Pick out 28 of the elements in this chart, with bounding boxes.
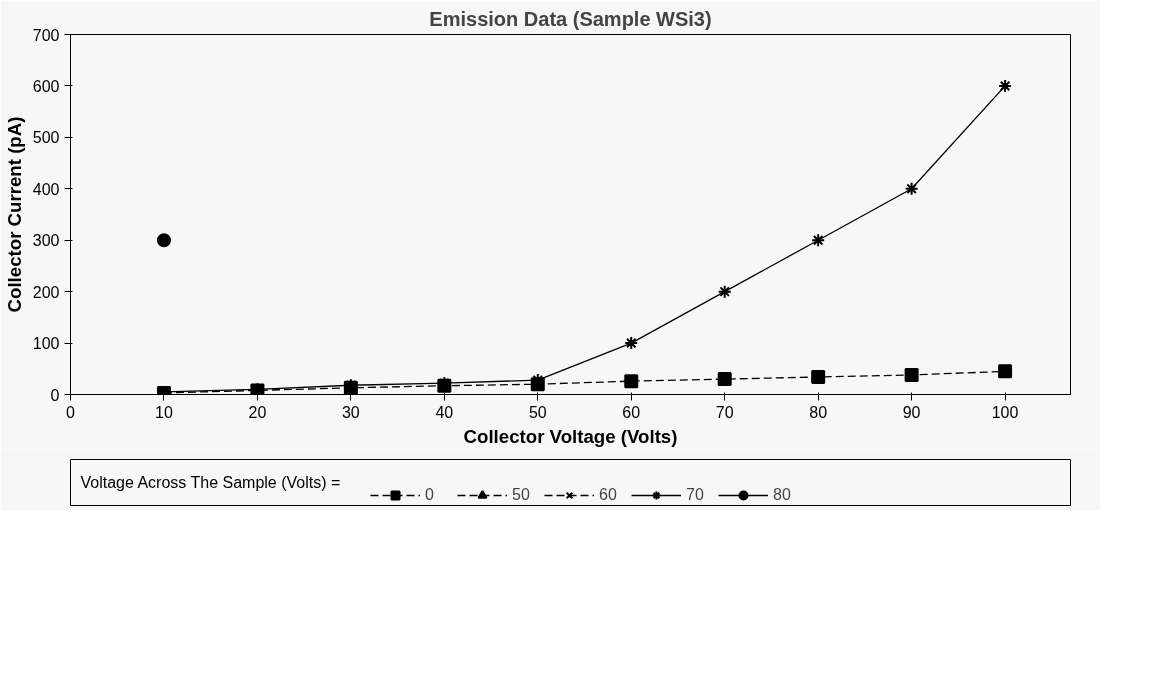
x-axis-title: Collector Voltage (Volts)	[463, 425, 678, 447]
legend-label: 80	[773, 486, 792, 504]
x-tick-label: 40	[435, 403, 454, 421]
legend-title: Voltage Across The Sample (Volts) =	[80, 474, 341, 491]
x-tick-label: 70	[715, 403, 734, 421]
legend-label: 60	[599, 486, 618, 504]
y-tick-label: 200	[32, 283, 60, 301]
legend-label: 0	[425, 486, 435, 504]
x-tick-label: 60	[622, 403, 641, 421]
x-tick-label: 30	[341, 403, 360, 421]
x-tick-label: 50	[528, 403, 547, 421]
y-tick-label: 600	[32, 77, 60, 95]
x-tick-label: 0	[66, 403, 76, 421]
y-tick-label: 700	[32, 26, 60, 44]
y-tick-label: 400	[32, 180, 60, 198]
legend-label: 50	[512, 486, 531, 504]
x-tick-label: 80	[809, 403, 828, 421]
chart-title: Emission Data (Sample WSi3)	[429, 7, 712, 30]
y-tick-label: 0	[50, 386, 60, 404]
x-tick-label: 10	[155, 403, 173, 421]
y-axis-title: Collector Current (pA)	[3, 116, 25, 313]
x-tick-label: 90	[902, 403, 921, 421]
y-tick-label: 100	[32, 335, 60, 353]
x-tick-label: 100	[991, 403, 1019, 421]
legend-label: 70	[686, 486, 705, 504]
x-tick-label: 20	[248, 403, 267, 421]
y-tick-label: 500	[32, 129, 60, 147]
y-tick-label: 300	[32, 232, 60, 250]
